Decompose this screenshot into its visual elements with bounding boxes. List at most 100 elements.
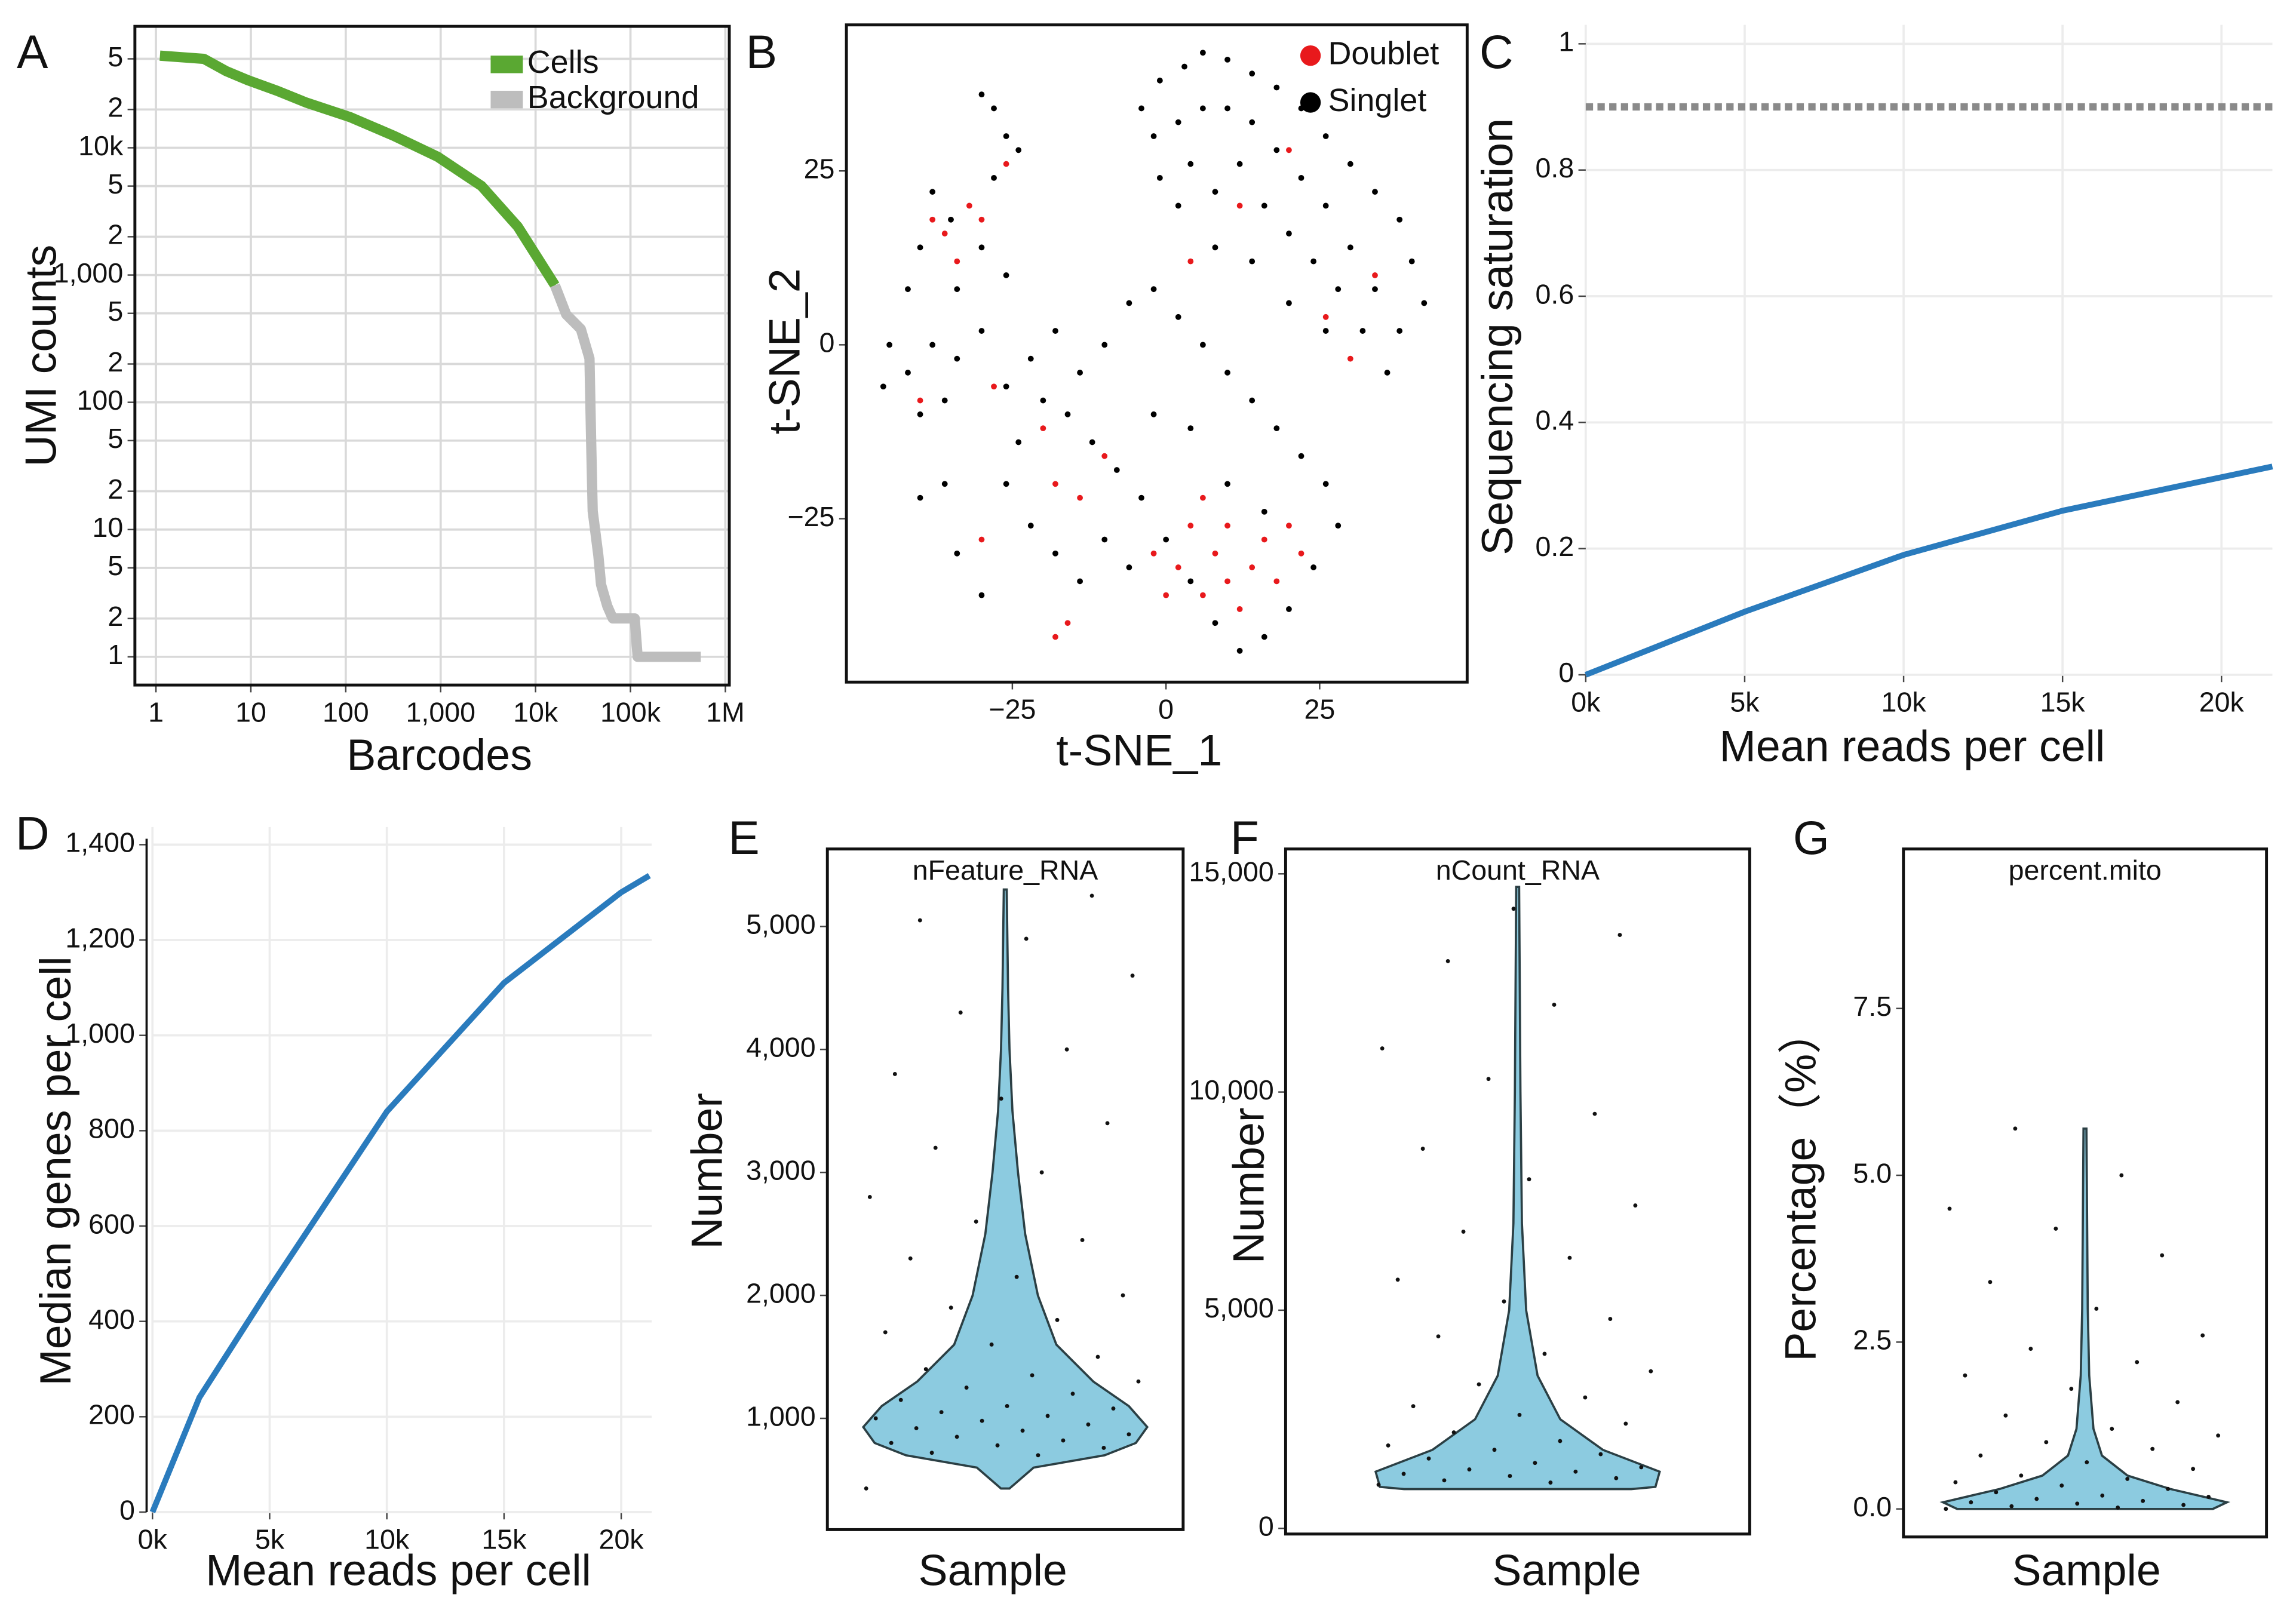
point [1003, 481, 1009, 487]
x-tick-label: 1M [706, 696, 745, 727]
jitter-point [1436, 1334, 1441, 1339]
y-tick-label: 1,000 [54, 257, 124, 288]
point [978, 536, 985, 543]
x-axis-title: Sample [919, 1545, 1067, 1595]
y-tick-label: 10k [78, 130, 124, 161]
point [1236, 161, 1243, 167]
point [1077, 578, 1083, 585]
y-tick-label: 15,000 [1189, 856, 1273, 887]
point [1298, 174, 1304, 181]
x-axis-title: Sample [2012, 1545, 2161, 1595]
point [1273, 147, 1280, 153]
x-tick-label: 0k [138, 1523, 168, 1554]
y-tick-label: 25 [804, 153, 835, 185]
x-tick-label: 100 [323, 696, 369, 727]
point [1003, 272, 1009, 278]
point [1015, 439, 1022, 446]
panel: 1,000 2,000 3,000 4,000 5,000 E Sample Number nF… [682, 812, 1185, 1595]
jitter-point [1426, 1456, 1431, 1461]
plot-frame [1902, 847, 2269, 1539]
jitter-point [2175, 1400, 2180, 1405]
point [1187, 258, 1194, 265]
point [1003, 161, 1009, 167]
jitter-point [2200, 1333, 2205, 1338]
jitter-point [1552, 1003, 1557, 1007]
point [1298, 550, 1304, 557]
y-axis-title: Number [1223, 1108, 1273, 1264]
point [978, 216, 985, 223]
jitter-point [923, 1367, 928, 1372]
x-tick-label: 0k [1571, 686, 1601, 717]
point [1187, 578, 1194, 585]
jitter-point [1395, 1277, 1400, 1282]
point [1224, 481, 1230, 487]
jitter-point [898, 1397, 903, 1402]
x-tick-label: 10k [364, 1523, 410, 1554]
point [1138, 105, 1144, 112]
x-tick-label: 5k [1730, 686, 1760, 717]
plot-frame [825, 847, 1185, 1531]
jitter-point [2206, 1495, 2211, 1500]
jitter-point [1533, 1461, 1537, 1466]
jitter-point [889, 1440, 894, 1445]
jitter-point [1130, 973, 1135, 978]
panel-letter: C [1479, 26, 1514, 78]
point [917, 411, 923, 417]
point [1175, 314, 1181, 320]
jitter-point [1963, 1373, 1967, 1378]
point [1249, 564, 1256, 570]
y-axis-title: Number [682, 1093, 732, 1249]
strip-title: nFeature_RNA [913, 855, 1098, 886]
point [1101, 453, 1108, 459]
jitter-point [1061, 1438, 1066, 1443]
point [1126, 300, 1132, 306]
jitter-point [1573, 1469, 1578, 1474]
jitter-point [1036, 1453, 1040, 1458]
point [1027, 523, 1034, 529]
y-tick-label: 5 [108, 41, 123, 72]
point [1199, 494, 1206, 501]
plot-frame [1284, 847, 1751, 1536]
strip-title: nCount_RNA [1436, 855, 1600, 886]
jitter-point [1558, 1439, 1563, 1443]
point [1187, 523, 1194, 529]
jitter-point [1502, 1299, 1506, 1304]
point [1236, 202, 1243, 209]
y-tick-label: 800 [88, 1113, 135, 1144]
jitter-point [1445, 958, 1450, 963]
jitter-point [2059, 1483, 2064, 1488]
violin [1374, 886, 1661, 1491]
point [929, 342, 936, 348]
panel-letter: E [728, 812, 759, 864]
jitter-point [2100, 1493, 2105, 1498]
point [1101, 342, 1108, 348]
legend-swatch [490, 56, 523, 73]
legend-swatch [490, 90, 523, 109]
point [1286, 231, 1292, 236]
jitter-point [1101, 1446, 1106, 1450]
point [978, 91, 985, 98]
point [1212, 244, 1218, 251]
x-tick-label: 10k [1881, 686, 1927, 717]
point [991, 105, 997, 112]
point [1040, 397, 1046, 404]
point [1224, 370, 1230, 376]
point [1372, 272, 1378, 278]
point [1187, 161, 1194, 167]
jitter-point [2216, 1433, 2221, 1438]
point [917, 494, 923, 501]
point [1113, 467, 1120, 473]
jitter-point [2166, 1486, 2171, 1491]
y-tick-label: −25 [787, 501, 834, 532]
point [1273, 578, 1280, 585]
point [1212, 189, 1218, 195]
jitter-point [1467, 1467, 1472, 1472]
jitter-point [1461, 1229, 1466, 1234]
jitter-point [1592, 1111, 1597, 1116]
point [978, 328, 985, 334]
point [966, 202, 972, 209]
y-tick-label: 0 [119, 1494, 135, 1525]
point [1310, 258, 1316, 265]
jitter-point [1126, 1432, 1131, 1437]
